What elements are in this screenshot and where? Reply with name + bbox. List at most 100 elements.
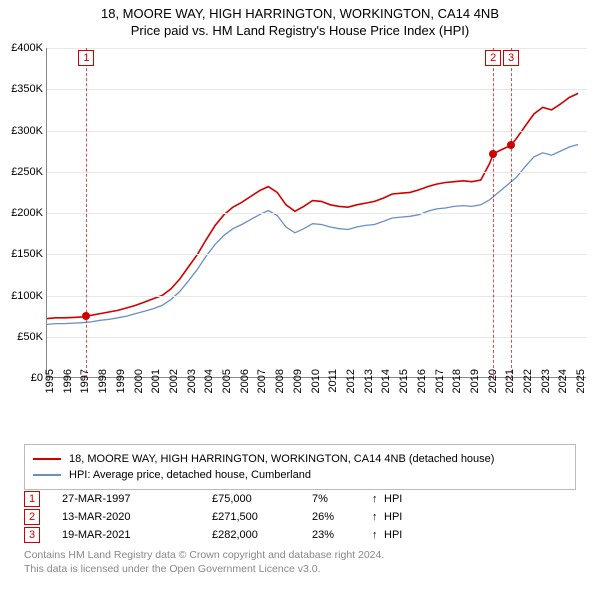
legend-label-hpi: HPI: Average price, detached house, Cumb… — [69, 469, 311, 481]
x-tick-label: 2025 — [575, 369, 587, 393]
x-tick-mark — [224, 377, 225, 381]
event-suffix: HPI — [384, 529, 402, 541]
legend: 18, MOORE WAY, HIGH HARRINGTON, WORKINGT… — [24, 444, 576, 490]
x-tick-label: 2023 — [540, 369, 552, 393]
x-tick-mark — [153, 377, 154, 381]
x-tick-mark — [507, 377, 508, 381]
event-price: £271,500 — [212, 511, 312, 523]
gridline — [47, 337, 587, 338]
y-tick-label: £200K — [3, 207, 43, 219]
x-tick-label: 2024 — [557, 369, 569, 393]
event-date: 13-MAR-2020 — [62, 511, 212, 523]
event-marker-box: 3 — [503, 50, 519, 66]
event-pct: 7% — [312, 493, 372, 505]
event-dot — [489, 150, 497, 158]
legend-row-hpi: HPI: Average price, detached house, Cumb… — [33, 467, 567, 483]
x-tick-label: 2011 — [327, 369, 339, 393]
x-tick-label: 1997 — [79, 369, 91, 393]
title-line-2: Price paid vs. HM Land Registry's House … — [0, 23, 600, 38]
event-dot — [82, 312, 90, 320]
x-tick-mark — [419, 377, 420, 381]
arrow-up-icon: ↑ — [372, 493, 384, 505]
x-tick-label: 2017 — [434, 369, 446, 393]
x-tick-label: 2012 — [345, 369, 357, 393]
x-tick-mark — [295, 377, 296, 381]
x-tick-label: 1996 — [62, 369, 74, 393]
x-tick-mark — [100, 377, 101, 381]
gridline — [47, 296, 587, 297]
x-tick-mark — [490, 377, 491, 381]
x-tick-label: 1998 — [97, 369, 109, 393]
x-tick-mark — [525, 377, 526, 381]
x-tick-label: 2005 — [221, 369, 233, 393]
x-tick-label: 2009 — [292, 369, 304, 393]
x-tick-mark — [189, 377, 190, 381]
gridline — [47, 172, 587, 173]
event-marker-box: 1 — [78, 50, 94, 66]
x-tick-mark — [437, 377, 438, 381]
series-line-property — [47, 93, 578, 318]
x-tick-mark — [366, 377, 367, 381]
title-line-1: 18, MOORE WAY, HIGH HARRINGTON, WORKINGT… — [0, 6, 600, 21]
event-date: 27-MAR-1997 — [62, 493, 212, 505]
x-tick-label: 2001 — [150, 369, 162, 393]
y-tick-label: £150K — [3, 248, 43, 260]
legend-swatch-property — [33, 458, 61, 460]
event-pct: 23% — [312, 529, 372, 541]
y-tick-label: £250K — [3, 166, 43, 178]
gridline — [47, 89, 587, 90]
event-suffix: HPI — [384, 511, 402, 523]
footer-copyright: Contains HM Land Registry data © Crown c… — [24, 548, 576, 562]
x-tick-label: 2015 — [398, 369, 410, 393]
x-tick-label: 2018 — [451, 369, 463, 393]
event-row: 213-MAR-2020£271,50026%↑HPI — [24, 508, 576, 526]
x-tick-mark — [348, 377, 349, 381]
plot-area: £0£50K£100K£150K£200K£250K£300K£350K£400… — [46, 48, 586, 378]
event-marker-box: 2 — [485, 50, 501, 66]
x-tick-mark — [313, 377, 314, 381]
x-tick-mark — [401, 377, 402, 381]
x-tick-label: 2010 — [310, 369, 322, 393]
x-tick-label: 2008 — [274, 369, 286, 393]
x-tick-mark — [136, 377, 137, 381]
x-tick-label: 1999 — [115, 369, 127, 393]
event-row: 127-MAR-1997£75,0007%↑HPI — [24, 490, 576, 508]
y-tick-label: £0 — [3, 372, 43, 384]
x-tick-label: 2006 — [239, 369, 251, 393]
x-tick-label: 2016 — [416, 369, 428, 393]
event-dot — [507, 141, 515, 149]
x-tick-mark — [65, 377, 66, 381]
chart: £0£50K£100K£150K£200K£250K£300K£350K£400… — [46, 48, 586, 408]
x-tick-label: 2007 — [256, 369, 268, 393]
x-tick-mark — [454, 377, 455, 381]
gridline — [47, 131, 587, 132]
gridline — [47, 213, 587, 214]
x-tick-mark — [560, 377, 561, 381]
legend-row-property: 18, MOORE WAY, HIGH HARRINGTON, WORKINGT… — [33, 451, 567, 467]
legend-swatch-hpi — [33, 474, 61, 476]
y-tick-label: £100K — [3, 290, 43, 302]
x-tick-mark — [47, 377, 48, 381]
footer-licence: This data is licensed under the Open Gov… — [24, 562, 576, 576]
x-tick-label: 2003 — [186, 369, 198, 393]
x-tick-mark — [242, 377, 243, 381]
arrow-up-icon: ↑ — [372, 529, 384, 541]
gridline — [47, 48, 587, 49]
events-table: 127-MAR-1997£75,0007%↑HPI213-MAR-2020£27… — [24, 490, 576, 544]
y-tick-label: £350K — [3, 83, 43, 95]
x-tick-mark — [82, 377, 83, 381]
arrow-up-icon: ↑ — [372, 511, 384, 523]
legend-label-property: 18, MOORE WAY, HIGH HARRINGTON, WORKINGT… — [69, 453, 494, 465]
gridline — [47, 254, 587, 255]
x-tick-mark — [206, 377, 207, 381]
x-tick-mark — [171, 377, 172, 381]
x-tick-label: 2000 — [133, 369, 145, 393]
x-tick-label: 1995 — [44, 369, 56, 393]
x-tick-label: 2002 — [168, 369, 180, 393]
x-tick-label: 2004 — [203, 369, 215, 393]
x-tick-label: 2014 — [380, 369, 392, 393]
x-tick-label: 2019 — [469, 369, 481, 393]
event-price: £282,000 — [212, 529, 312, 541]
y-tick-label: £50K — [3, 331, 43, 343]
event-suffix: HPI — [384, 493, 402, 505]
